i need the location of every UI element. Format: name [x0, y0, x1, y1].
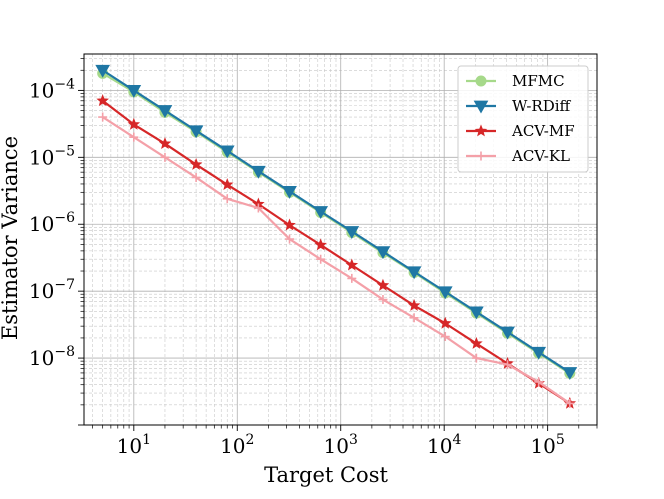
data-point-acv-mf	[376, 278, 390, 291]
data-point-acv-mf	[407, 298, 421, 311]
data-point-acv-kl	[409, 313, 419, 323]
legend-marker	[475, 75, 487, 87]
series-w-rdiff	[95, 64, 578, 380]
data-point-acv-mf	[158, 137, 172, 149]
data-point-acv-mf	[470, 336, 483, 349]
data-point-acv-kl	[98, 112, 108, 122]
data-point-w-rdiff	[188, 125, 204, 139]
data-point-acv-kl	[160, 152, 170, 162]
legend-label: ACV-MF	[511, 122, 575, 140]
data-point-w-rdiff	[95, 64, 111, 78]
data-point-w-rdiff	[531, 346, 547, 360]
data-point-acv-kl	[285, 234, 295, 244]
legend-label: ACV-KL	[511, 147, 570, 165]
data-point-acv-kl	[191, 172, 201, 182]
data-point-w-rdiff	[126, 85, 142, 98]
data-point-w-rdiff	[313, 206, 329, 220]
y-axis-label: Estimator Variance	[0, 136, 22, 340]
data-point-acv-mf	[314, 238, 327, 251]
data-point-w-rdiff	[375, 246, 391, 260]
data-point-acv-kl	[378, 295, 388, 305]
series-layer	[95, 64, 578, 409]
x-tick-label: 103	[324, 432, 358, 458]
data-point-w-rdiff	[282, 185, 297, 199]
data-point-acv-mf	[345, 258, 359, 271]
legend-item-mfmc: MFMC	[466, 72, 565, 90]
data-point-w-rdiff	[500, 326, 515, 340]
axis-ticks	[78, 58, 598, 431]
data-point-acv-mf	[189, 157, 203, 170]
data-point-acv-kl	[316, 254, 326, 264]
legend: MFMC W-RDiff ACV-MF ACV-KL	[457, 65, 589, 173]
series-line-acv-kl	[102, 116, 571, 405]
x-tick-label: 101	[117, 432, 151, 458]
legend-marker	[476, 151, 486, 161]
legend-item-acv-kl: ACV-KL	[466, 147, 570, 165]
data-point-w-rdiff	[437, 286, 453, 300]
x-tick-label: 105	[530, 432, 564, 458]
data-point-acv-mf	[96, 94, 109, 107]
data-point-w-rdiff	[251, 165, 266, 179]
legend-marker	[473, 100, 489, 114]
x-tick-label: 102	[220, 432, 254, 458]
data-point-acv-mf	[283, 218, 296, 231]
data-point-w-rdiff	[219, 145, 235, 159]
legend-item-w-rdiff: W-RDiff	[466, 97, 572, 115]
series-line-acv-mf	[102, 99, 571, 405]
data-point-acv-kl	[534, 377, 544, 387]
data-point-acv-kl	[503, 360, 513, 370]
data-point-acv-mf	[438, 316, 452, 329]
data-point-acv-kl	[347, 273, 357, 283]
data-point-acv-kl	[129, 132, 139, 142]
legend-label: W-RDiff	[512, 97, 572, 115]
series-line-w-rdiff	[102, 69, 571, 374]
data-point-acv-kl	[471, 353, 481, 363]
data-point-acv-kl	[440, 332, 450, 342]
legend-label: MFMC	[512, 72, 565, 90]
data-point-acv-kl	[565, 398, 575, 408]
data-point-acv-kl	[253, 203, 263, 213]
series-acv-kl	[98, 112, 575, 408]
x-tick-label: 104	[427, 432, 461, 458]
x-axis-label: Target Cost	[264, 463, 388, 487]
y-tick-label: 10−8	[29, 344, 75, 370]
data-point-acv-mf	[127, 117, 141, 130]
data-point-w-rdiff	[562, 367, 578, 380]
data-point-acv-kl	[222, 194, 232, 204]
y-tick-label: 10−5	[29, 143, 75, 169]
legend-item-acv-mf: ACV-MF	[466, 122, 575, 140]
data-point-acv-mf	[220, 178, 234, 191]
y-tick-label: 10−4	[29, 76, 75, 102]
data-point-w-rdiff	[469, 306, 484, 320]
data-point-w-rdiff	[344, 226, 360, 239]
legend-marker	[474, 124, 488, 137]
legend-box	[457, 65, 589, 173]
tick-labels: 101 102 103 104 105 10−8 10−7 10−6 10−5 10−4	[29, 76, 565, 458]
data-point-w-rdiff	[406, 266, 422, 280]
y-tick-label: 10−6	[29, 210, 75, 236]
data-point-w-rdiff	[157, 105, 173, 119]
y-tick-label: 10−7	[29, 277, 75, 303]
